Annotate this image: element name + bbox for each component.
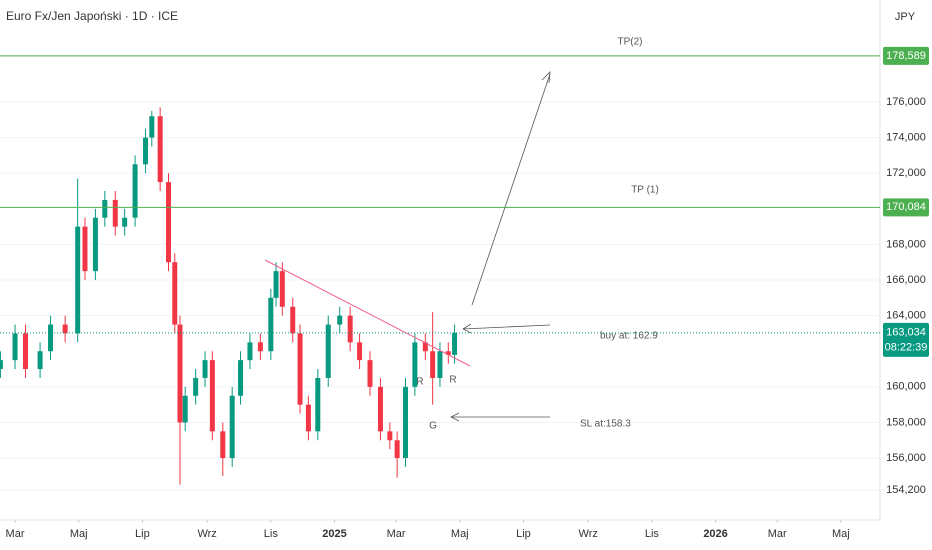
candle-body bbox=[452, 332, 458, 355]
x-tick-label: Mar bbox=[6, 528, 25, 540]
candle-body bbox=[12, 333, 18, 361]
level-badge bbox=[883, 198, 929, 217]
candle-body bbox=[229, 395, 235, 459]
candle-body bbox=[209, 360, 215, 432]
countdown: 08:22:39 bbox=[885, 342, 928, 354]
x-tick-label: 2026 bbox=[703, 528, 727, 540]
candle-body bbox=[437, 351, 443, 378]
candle-body bbox=[82, 226, 88, 272]
candle-body bbox=[387, 431, 393, 441]
candle-body bbox=[220, 431, 226, 459]
y-tick-label: 172,000 bbox=[886, 167, 926, 179]
level-name: TP (1) bbox=[631, 185, 659, 196]
candle-body bbox=[132, 164, 138, 218]
annotation: buy at: 162.9 bbox=[600, 331, 658, 342]
last-price-label: 163,034 bbox=[886, 327, 926, 339]
candle-body bbox=[177, 324, 183, 423]
candle-body bbox=[315, 377, 321, 432]
candle-body bbox=[430, 351, 436, 378]
level-badge bbox=[883, 46, 929, 65]
candle-body bbox=[337, 315, 343, 325]
annotation: G bbox=[429, 421, 437, 432]
arrow-head bbox=[462, 323, 472, 334]
candle-body bbox=[48, 324, 54, 352]
candle-body bbox=[394, 440, 400, 459]
x-tick-label: Lip bbox=[135, 528, 150, 540]
candle-body bbox=[357, 342, 363, 361]
y-tick-label: 164,000 bbox=[886, 310, 926, 322]
x-tick-label: Maj bbox=[832, 528, 850, 540]
candle-body bbox=[273, 271, 279, 298]
x-tick-label: Lis bbox=[645, 528, 660, 540]
candle-body bbox=[75, 226, 81, 334]
candle-body bbox=[62, 324, 68, 334]
candle-body bbox=[325, 324, 331, 378]
candle-body bbox=[268, 297, 274, 352]
y-tick-label: 160,000 bbox=[886, 381, 926, 393]
candle-body bbox=[238, 360, 244, 396]
candle-body bbox=[22, 333, 28, 370]
y-tick-label: 154,200 bbox=[886, 484, 926, 496]
candle-body bbox=[102, 199, 108, 218]
candle-body bbox=[257, 342, 263, 352]
candle-body bbox=[112, 199, 118, 227]
candle-body bbox=[166, 182, 172, 263]
arrow bbox=[471, 73, 551, 306]
candle-body bbox=[422, 342, 428, 352]
candle-body bbox=[347, 315, 353, 343]
x-tick-label: Mar bbox=[768, 528, 787, 540]
candle-body bbox=[157, 116, 163, 183]
candle-body bbox=[37, 351, 43, 370]
y-tick-label: 176,000 bbox=[886, 96, 926, 108]
candle-body bbox=[202, 360, 208, 378]
level-label: 178,589 bbox=[886, 50, 926, 62]
candle-body bbox=[92, 217, 98, 272]
y-tick-label: 168,000 bbox=[886, 238, 926, 250]
x-tick-label: Maj bbox=[451, 528, 469, 540]
y-tick-label: 158,000 bbox=[886, 416, 926, 428]
chart-title: Euro Fx/Jen Japoński · 1D · ICE bbox=[6, 9, 178, 23]
level-label: 170,084 bbox=[886, 201, 926, 213]
plot bbox=[0, 101, 880, 491]
y-tick-label: 166,000 bbox=[886, 274, 926, 286]
x-tick-label: Mar bbox=[387, 528, 406, 540]
candle-body bbox=[279, 271, 285, 307]
y-tick-label: 156,000 bbox=[886, 452, 926, 464]
arrow-head bbox=[541, 70, 551, 84]
x-tick-label: Lis bbox=[264, 528, 279, 540]
annotation: R bbox=[449, 375, 456, 386]
candle-body bbox=[377, 386, 383, 432]
arrow bbox=[462, 324, 551, 330]
candle-body bbox=[445, 351, 451, 355]
x-tick-label: Wrz bbox=[579, 528, 598, 540]
candle-body bbox=[305, 404, 311, 432]
annotation: R bbox=[416, 377, 423, 388]
candle-body bbox=[193, 377, 199, 396]
x-tick-label: 2025 bbox=[322, 528, 346, 540]
candle-body bbox=[149, 116, 155, 138]
x-tick-label: Maj bbox=[70, 528, 88, 540]
trend-line bbox=[264, 259, 471, 367]
candle-body bbox=[297, 333, 303, 405]
candle-body bbox=[122, 217, 128, 227]
x-tick-label: Wrz bbox=[197, 528, 216, 540]
candle-body bbox=[172, 262, 178, 325]
x-tick-label: Lip bbox=[516, 528, 531, 540]
candle-body bbox=[247, 342, 253, 361]
candle-body bbox=[0, 360, 3, 370]
candle-body bbox=[143, 137, 149, 165]
currency: JPY bbox=[895, 11, 916, 23]
level-name: TP(2) bbox=[618, 37, 643, 48]
last-price-badge bbox=[883, 322, 929, 357]
arrow-head bbox=[450, 412, 460, 422]
candle-body bbox=[367, 360, 373, 387]
candle-body bbox=[412, 342, 418, 387]
candle-body bbox=[182, 395, 188, 423]
candle-body bbox=[290, 306, 296, 334]
annotation: SL at:158.3 bbox=[580, 419, 631, 430]
candle-body bbox=[402, 386, 408, 459]
y-tick-label: 174,000 bbox=[886, 132, 926, 144]
